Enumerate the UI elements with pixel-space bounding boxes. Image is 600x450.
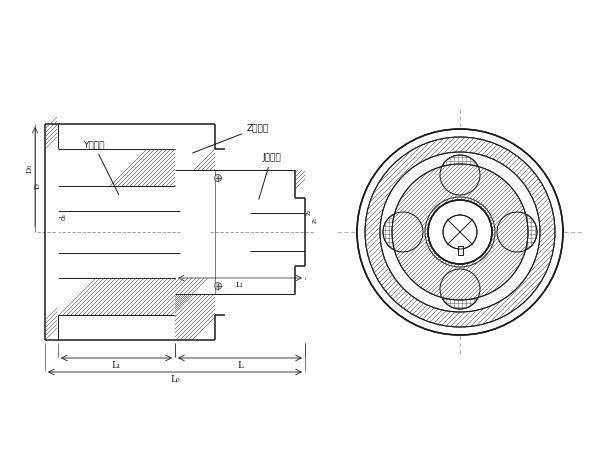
Bar <box>57 149 59 315</box>
Text: z₀: z₀ <box>311 216 319 223</box>
Text: Z型軸孔: Z型軸孔 <box>193 123 269 153</box>
Text: L₀: L₀ <box>170 374 180 383</box>
Bar <box>458 246 463 255</box>
Circle shape <box>392 164 528 300</box>
Text: D₀: D₀ <box>26 163 34 173</box>
Text: d₁: d₁ <box>60 213 68 220</box>
Circle shape <box>357 129 563 335</box>
Circle shape <box>215 283 221 289</box>
Circle shape <box>425 197 495 267</box>
Text: L₁: L₁ <box>236 281 244 289</box>
Circle shape <box>443 215 477 249</box>
Circle shape <box>440 155 480 195</box>
Circle shape <box>365 137 555 327</box>
Circle shape <box>380 152 540 312</box>
Circle shape <box>440 269 480 309</box>
Text: z₂: z₂ <box>305 209 313 215</box>
Text: L₁: L₁ <box>112 360 121 369</box>
Circle shape <box>497 212 537 252</box>
Circle shape <box>215 175 221 181</box>
Text: D: D <box>34 182 42 189</box>
Text: J型軸孔: J型軸孔 <box>259 153 281 199</box>
Text: L: L <box>237 360 243 369</box>
Circle shape <box>428 200 492 264</box>
Circle shape <box>383 212 423 252</box>
Text: Y型軸孔: Y型軸孔 <box>83 140 119 194</box>
